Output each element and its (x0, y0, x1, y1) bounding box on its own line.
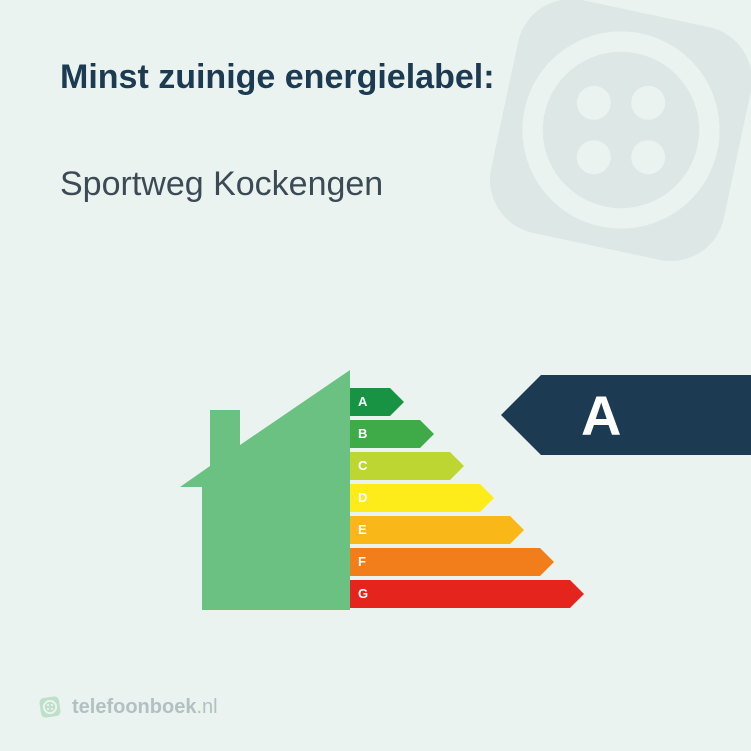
bar-label: C (358, 458, 367, 473)
footer-brand-light: .nl (196, 696, 217, 718)
bar-label: G (358, 586, 368, 601)
watermark-icon (451, 0, 751, 300)
footer-brand-bold: telefoonboek (72, 696, 196, 718)
footer-brand: telefoonboek.nl (36, 693, 218, 721)
house-icon (180, 370, 350, 610)
footer-text: telefoonboek.nl (72, 696, 218, 719)
bar-label: A (358, 394, 367, 409)
current-label-letter: A (581, 383, 621, 448)
bar-label: F (358, 554, 366, 569)
page-title: Minst zuinige energielabel: (60, 58, 495, 97)
current-label-badge: A (541, 375, 751, 455)
bar-label: E (358, 522, 367, 537)
bar-label: D (358, 490, 367, 505)
bar-label: B (358, 426, 367, 441)
phonebook-icon (36, 693, 64, 721)
page-subtitle: Sportweg Kockengen (60, 165, 383, 204)
